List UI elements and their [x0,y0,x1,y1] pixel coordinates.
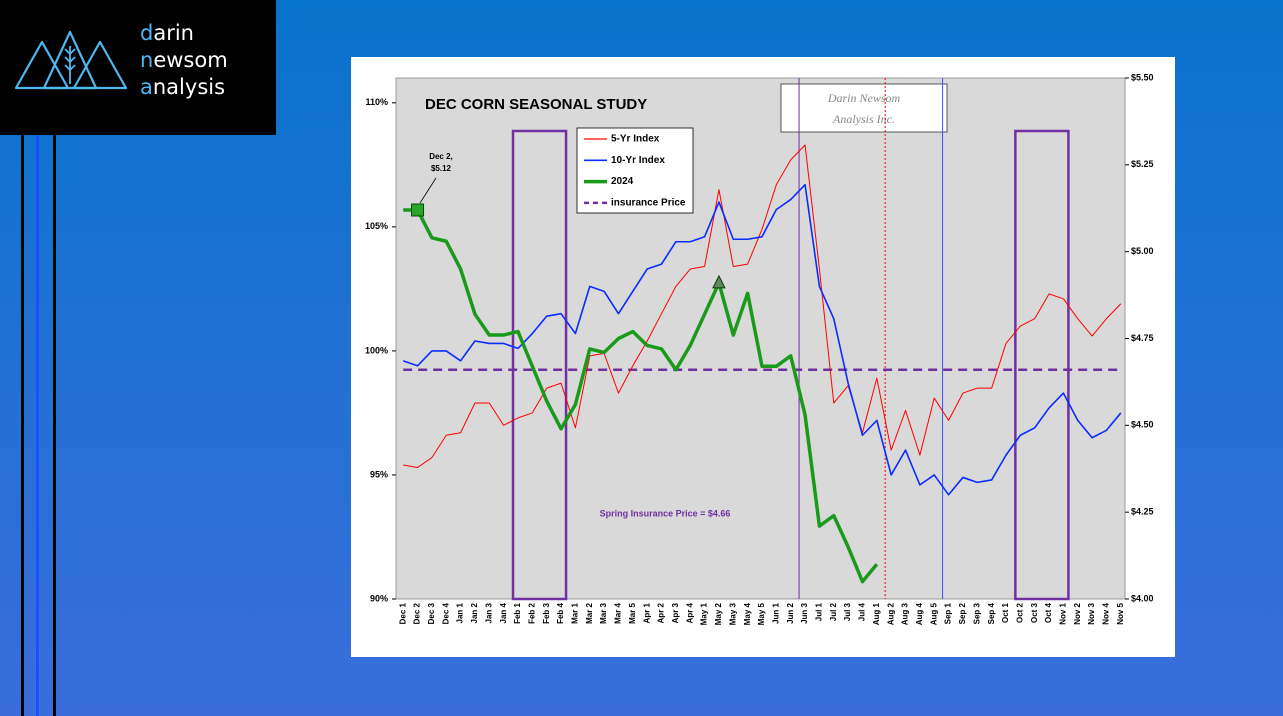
annotation: $5.12 [431,164,452,173]
highlight-range [1014,129,1070,601]
x-tick-label: Mar 5 [628,602,637,623]
x-tick-label: Aug 3 [901,602,910,625]
series-line [403,144,1122,469]
logo: darin newsom analysis [0,0,276,135]
y2-tick-label: $4.00 [1131,593,1154,603]
x-tick-label: Mar 1 [571,602,580,623]
x-tick-label: Feb 3 [542,602,551,623]
legend-label: 2024 [611,176,634,187]
x-tick-label: Sep 3 [972,602,981,624]
y-tick-label: 90% [370,593,388,603]
x-tick-label: Oct 1 [1001,602,1010,623]
y2-tick-label: $4.25 [1131,507,1154,517]
x-tick-label: Jan 3 [484,602,493,623]
x-tick-label: May 1 [700,602,709,625]
x-tick-label: Dec 2 [413,602,422,624]
x-tick-label: Apr 1 [642,602,651,623]
x-tick-label: Mar 3 [599,602,608,623]
annotation: Spring Insurance Price = $4.66 [600,508,731,518]
x-tick-label: Dec 3 [427,602,436,624]
x-tick-label: Aug 2 [886,602,895,625]
x-tick-label: Jan 4 [499,602,508,623]
x-tick-label: Feb 4 [556,602,565,623]
watermark-box [780,83,948,133]
annotation-leader [419,177,437,204]
x-tick-label: Dec 1 [398,602,407,624]
plot-area [395,77,1126,600]
x-tick-label: Jan 2 [470,602,479,623]
y2-tick-label: $4.50 [1131,420,1154,430]
x-tick-label: Nov 4 [1102,602,1111,624]
x-tick-label: May 2 [714,602,723,625]
x-tick-label: Jun 3 [800,602,809,623]
x-tick-label: Nov 1 [1059,602,1068,624]
watermark: Analysis Inc. [832,112,895,126]
highlight-range [511,129,568,601]
x-tick-label: May 5 [757,602,766,625]
x-tick-label: Sep 1 [944,602,953,624]
x-tick-label: Apr 4 [685,602,694,623]
x-tick-label: Jan 1 [456,602,465,623]
x-tick-label: Mar 4 [614,602,623,623]
side-stripes [21,135,56,716]
x-tick-label: Oct 4 [1044,602,1053,623]
x-tick-label: May 4 [743,602,752,625]
x-tick-label: Feb 2 [527,602,536,623]
x-tick-label: Aug 1 [872,602,881,625]
x-tick-label: Jul 1 [815,602,824,621]
series-line [403,208,879,584]
legend-label: insurance Price [611,198,686,209]
logo-mark [14,30,128,90]
x-tick-label: Aug 4 [915,602,924,625]
y-tick-label: 100% [365,345,388,355]
x-tick-label: Sep 2 [958,602,967,624]
x-tick-label: Sep 4 [987,602,996,624]
y-tick-label: 95% [370,469,388,479]
x-tick-label: Jul 3 [843,602,852,621]
x-tick-label: Mar 2 [585,602,594,623]
chart-title: DEC CORN SEASONAL STUDY [425,96,647,113]
legend-box [576,127,694,214]
x-tick-label: Nov 5 [1116,602,1125,624]
logo-text: darin newsom analysis [140,20,228,101]
x-tick-label: Feb 1 [513,602,522,623]
logo-word: analysis [140,75,226,99]
watermark: Darin Newsom [827,91,901,105]
x-tick-label: Oct 3 [1030,602,1039,623]
y2-tick-label: $5.00 [1131,246,1154,256]
x-tick-label: Nov 3 [1087,602,1096,624]
y2-tick-label: $5.50 [1131,72,1154,82]
y-tick-label: 105% [365,221,388,231]
y2-tick-label: $5.25 [1131,159,1154,169]
x-tick-label: Jun 2 [786,602,795,623]
logo-word: newsom [140,48,228,72]
legend-label: 5-Yr Index [611,134,660,145]
x-tick-label: Jun 1 [771,602,780,623]
x-tick-label: Dec 4 [441,602,450,624]
x-tick-label: May 3 [728,602,737,625]
x-tick-label: Oct 2 [1015,602,1024,623]
point-marker [712,274,726,289]
x-tick-label: Jul 4 [858,602,867,621]
x-tick-label: Apr 3 [671,602,680,623]
x-tick-label: Aug 5 [929,602,938,625]
x-tick-label: Apr 2 [657,602,666,623]
annotation: Dec 2, [429,152,453,161]
logo-word: darin [140,21,194,45]
y-tick-label: 110% [365,97,388,107]
x-tick-label: Nov 2 [1073,602,1082,624]
point-marker [411,203,425,217]
y2-tick-label: $4.75 [1131,333,1154,343]
legend-label: 10-Yr Index [611,155,665,166]
x-tick-label: Jul 2 [829,602,838,621]
